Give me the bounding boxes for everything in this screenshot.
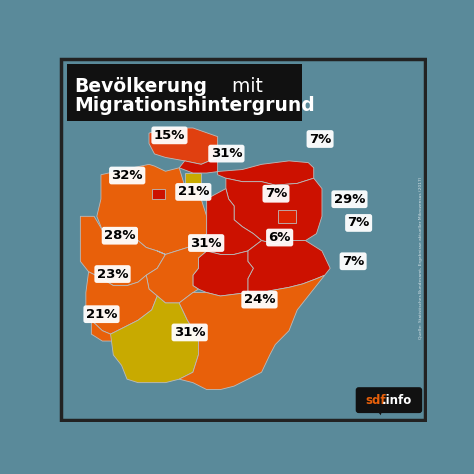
Polygon shape [86, 272, 157, 334]
Polygon shape [81, 216, 165, 286]
Polygon shape [199, 189, 262, 255]
Text: 32%: 32% [111, 169, 143, 182]
Polygon shape [146, 244, 207, 303]
Text: 7%: 7% [309, 133, 331, 146]
Text: .info: .info [382, 394, 411, 407]
Text: 31%: 31% [210, 147, 242, 160]
Text: 21%: 21% [86, 308, 117, 321]
Text: 31%: 31% [191, 237, 222, 249]
FancyBboxPatch shape [66, 64, 301, 121]
Text: Quelle: Statistisches Bundesamt, Ergebnisse aktueller Mikrozensus (2017): Quelle: Statistisches Bundesamt, Ergebni… [419, 176, 423, 339]
Text: 7%: 7% [347, 217, 370, 229]
Polygon shape [97, 164, 207, 255]
Text: 7%: 7% [342, 255, 364, 268]
Polygon shape [110, 296, 199, 383]
Polygon shape [179, 275, 325, 390]
Text: 29%: 29% [334, 193, 365, 206]
Polygon shape [226, 178, 322, 244]
Polygon shape [193, 251, 253, 296]
Text: 21%: 21% [178, 185, 209, 199]
Text: 23%: 23% [97, 267, 128, 281]
Polygon shape [179, 157, 314, 185]
Text: 31%: 31% [174, 326, 205, 339]
Text: Bevölkerung: Bevölkerung [74, 77, 207, 96]
Text: 28%: 28% [104, 229, 136, 242]
Text: sdf: sdf [365, 394, 385, 407]
Polygon shape [149, 128, 218, 164]
Polygon shape [278, 210, 296, 223]
FancyBboxPatch shape [356, 387, 422, 413]
Polygon shape [248, 241, 330, 294]
Polygon shape [185, 173, 201, 186]
Text: Migrationshintergrund: Migrationshintergrund [74, 96, 315, 115]
Polygon shape [91, 320, 119, 341]
Text: 7%: 7% [265, 187, 287, 200]
Text: 24%: 24% [244, 293, 275, 306]
Polygon shape [152, 189, 165, 199]
Text: 15%: 15% [154, 129, 185, 142]
Text: mit: mit [227, 77, 263, 96]
Text: 6%: 6% [268, 231, 291, 244]
Polygon shape [368, 398, 386, 415]
